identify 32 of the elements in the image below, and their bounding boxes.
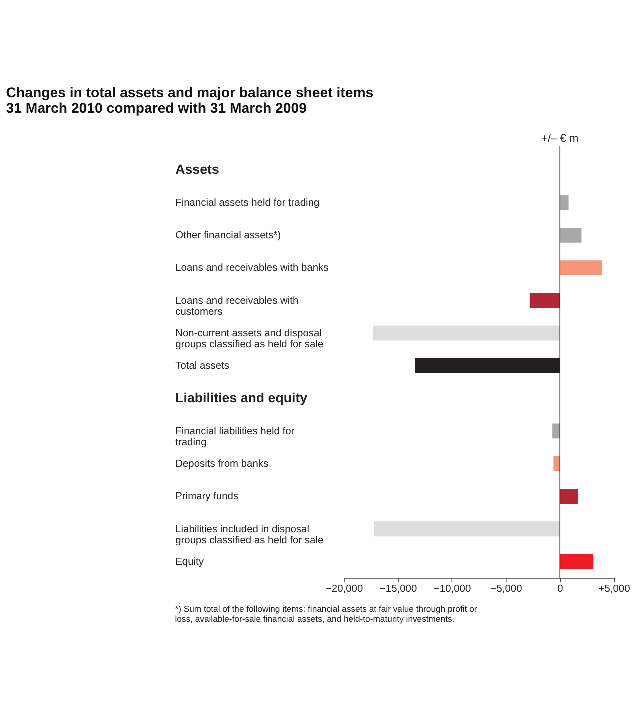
y-tick-label: Other financial assets*): [176, 230, 282, 242]
x-tick-label: −15,000: [380, 584, 418, 595]
y-tick-label: Non-current assets and disposal groups classified as held for sale: [176, 328, 324, 350]
y-tick-label: Financial liabilities held for trading: [176, 426, 296, 448]
bar: [560, 260, 602, 276]
bar: [560, 489, 578, 504]
x-tick-label: −10,000: [434, 584, 472, 595]
y-tick-label: Liabilities included in disposal groups classified as held for sale: [176, 524, 324, 546]
y-tick-label: Loans and receivables with customers: [176, 296, 300, 318]
bar: [374, 522, 560, 537]
bar: [373, 326, 560, 341]
x-tick-label: 0: [558, 584, 564, 595]
y-tick-label: Financial assets held for trading: [176, 198, 320, 209]
x-tick-label: +5,000: [598, 584, 631, 595]
text: *) Sum total of the following items: financial assets at fair value through profit or loss, available-for-sale financial assets, and held-to-maturity investments.: [175, 604, 478, 624]
y-tick-label: Primary funds: [176, 492, 239, 503]
y-tick-label: Loans and receivables with banks: [176, 263, 329, 274]
y-tick-label: Deposits from banks: [176, 459, 269, 470]
bar: [560, 554, 594, 570]
y-tick-label: Liabilities and equity: [176, 390, 308, 406]
bar: [554, 456, 560, 472]
x-tick-label: −20,000: [326, 584, 364, 595]
y-tick-label: Total assets: [176, 361, 230, 372]
bar: [560, 195, 569, 210]
y-tick-label: Equity: [176, 556, 205, 568]
bar: [560, 228, 582, 243]
x-axis-title: +/– € m: [542, 133, 579, 146]
x-tick-label: −5,000: [490, 584, 523, 595]
bar: [552, 424, 560, 439]
y-tick-label: Assets: [176, 162, 220, 178]
bar: [530, 293, 560, 308]
text: Changes in total assets and major balance sheet items 31 March 2010 compared with 31 March 2009: [6, 84, 374, 116]
